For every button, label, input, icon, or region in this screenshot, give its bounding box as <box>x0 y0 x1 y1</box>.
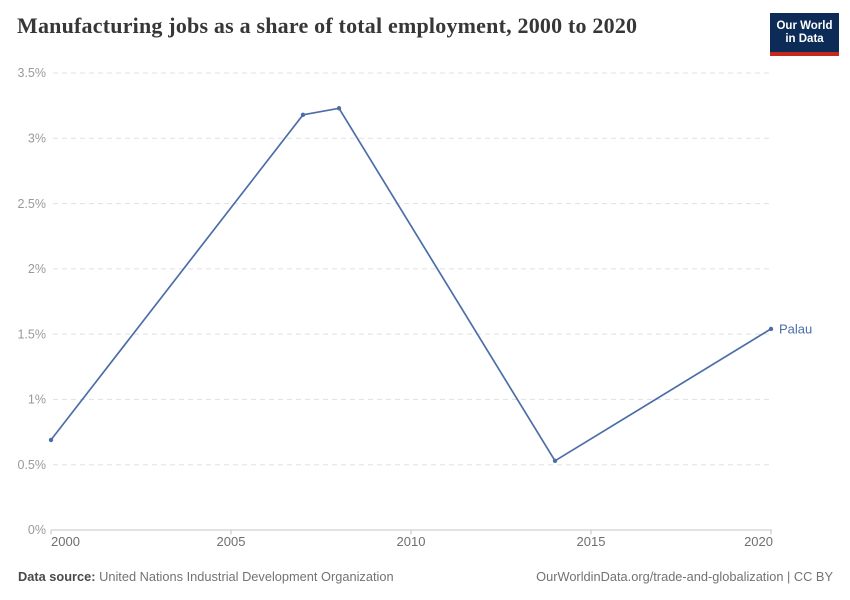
y-axis-tick-label: 2% <box>28 262 46 276</box>
series-label-palau[interactable]: Palau <box>779 321 813 337</box>
y-axis-tick-label: 3.5% <box>18 66 47 80</box>
y-axis-tick-label: 0.5% <box>18 458 47 472</box>
x-axis-tick-label: 2015 <box>577 534 606 549</box>
x-axis-tick-label: 2020 <box>744 534 773 549</box>
footer-citation-link[interactable]: OurWorldinData.org/trade-and-globalizati… <box>536 569 833 584</box>
footer-source-value: United Nations Industrial Development Or… <box>99 569 394 584</box>
x-axis-tick-label: 2000 <box>51 534 80 549</box>
owid-logo-line1: Our World <box>776 19 833 32</box>
x-axis-tick-label: 2010 <box>397 534 426 549</box>
y-axis-tick-label: 1% <box>28 393 46 407</box>
y-axis-tick-label: 1.5% <box>18 327 47 341</box>
y-axis-tick-label: 3% <box>28 131 46 145</box>
y-axis-tick-label: 2.5% <box>18 197 47 211</box>
data-point-marker[interactable] <box>48 437 54 443</box>
data-point-marker[interactable] <box>336 106 342 111</box>
footer-source-label: Data source: <box>18 569 96 584</box>
chart-title: Manufacturing jobs as a share of total e… <box>17 13 638 38</box>
y-axis-tick-label: 0% <box>28 523 46 537</box>
x-axis-tick-label: 2005 <box>217 534 246 549</box>
chart-footer: Data source: United Nations Industrial D… <box>18 569 833 584</box>
data-point-marker[interactable] <box>552 458 558 463</box>
owid-logo-line2: in Data <box>785 32 824 45</box>
footer-source: Data source: United Nations Industrial D… <box>18 569 394 584</box>
owid-logo[interactable]: Our World in Data <box>770 13 839 56</box>
data-point-marker[interactable] <box>768 326 774 332</box>
data-point-marker[interactable] <box>300 112 306 117</box>
line-series-palau[interactable] <box>50 107 772 462</box>
